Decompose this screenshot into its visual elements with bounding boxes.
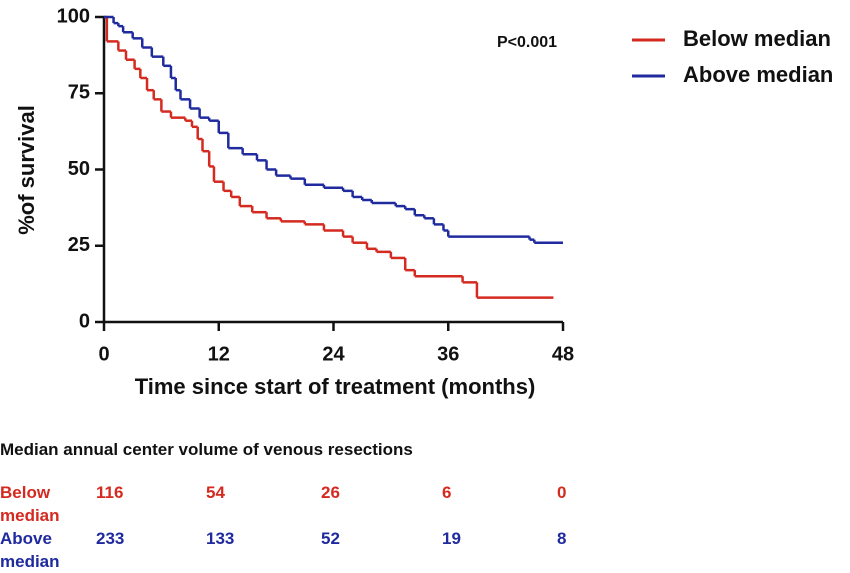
x-axis-label: Time since start of treatment (months) xyxy=(135,374,536,399)
risk-count: 52 xyxy=(321,529,340,548)
risk-count: 6 xyxy=(442,483,452,502)
y-tick-label: 50 xyxy=(68,158,90,180)
risk-count: 116 xyxy=(96,483,124,502)
risk-count: 26 xyxy=(321,483,340,502)
y-tick-label: 25 xyxy=(68,234,90,256)
x-tick-label: 12 xyxy=(208,343,230,365)
y-tick-label: 0 xyxy=(79,310,90,332)
x-tick-label: 48 xyxy=(552,343,574,365)
risk-row-label: Below median xyxy=(0,483,60,525)
risk-count: 54 xyxy=(206,483,225,502)
legend-label: Above median xyxy=(683,62,833,87)
x-tick-label: 24 xyxy=(322,343,345,365)
x-tick-label: 36 xyxy=(437,343,459,365)
y-tick-label: 100 xyxy=(57,5,90,27)
risk-count: 8 xyxy=(557,529,567,548)
risk-count: 133 xyxy=(206,529,235,548)
risk-count: 0 xyxy=(557,483,567,502)
risk-row-label: Above median xyxy=(0,529,60,571)
risk-count: 19 xyxy=(442,529,461,548)
y-tick-label: 75 xyxy=(68,82,90,104)
annotation: P<0.001 xyxy=(497,34,557,51)
legend-label: Below median xyxy=(683,26,831,51)
y-axis-label: %of survival xyxy=(14,105,39,235)
risk-table-title: Median annual center volume of venous re… xyxy=(0,440,413,459)
risk-count: 233 xyxy=(96,529,125,548)
x-tick-label: 0 xyxy=(98,343,109,365)
